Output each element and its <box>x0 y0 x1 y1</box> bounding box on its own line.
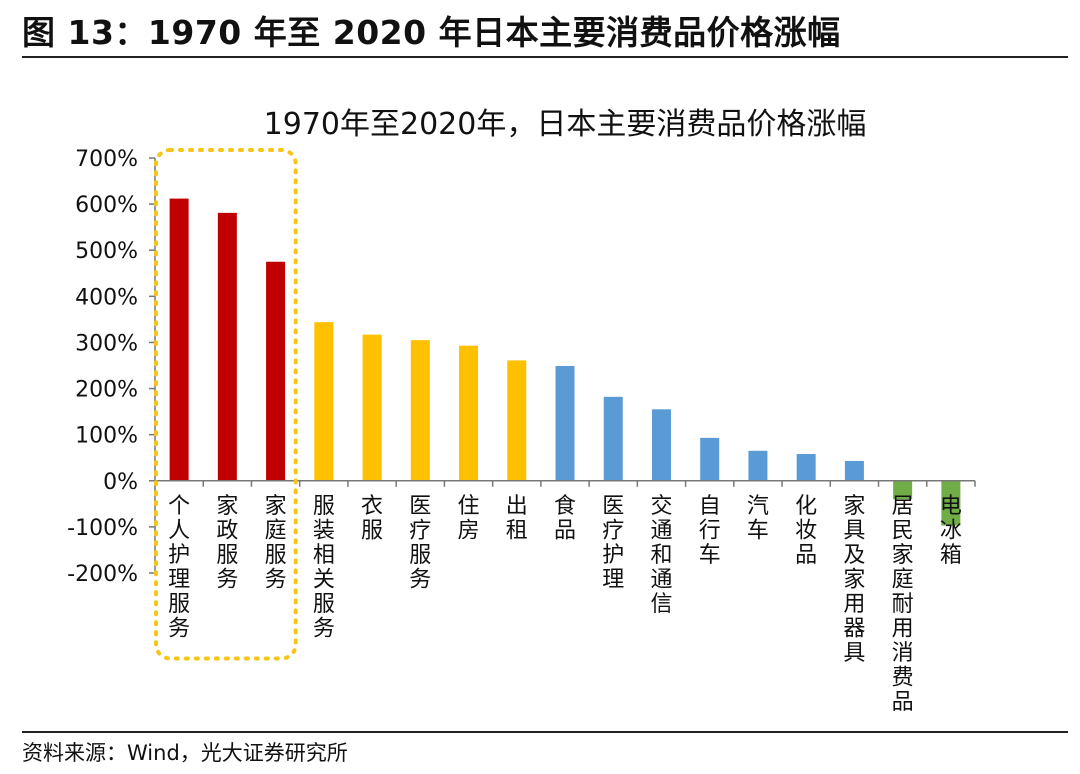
title-divider <box>22 56 1068 58</box>
category-label: 服装相关服务 <box>313 494 335 642</box>
y-tick-label: 0% <box>103 470 138 495</box>
category-label: 汽车 <box>747 494 769 544</box>
category-label: 衣服 <box>361 494 383 544</box>
source-divider <box>22 731 1068 733</box>
bar <box>555 365 575 481</box>
bar <box>844 460 864 481</box>
bar <box>314 322 334 481</box>
bar <box>651 409 671 481</box>
y-tick-label: 400% <box>75 285 138 310</box>
y-tick-label: 200% <box>75 378 138 403</box>
highlight-box <box>154 148 298 661</box>
y-tick-label: 300% <box>75 331 138 356</box>
y-tick-label: 100% <box>75 424 138 449</box>
bar <box>748 450 768 481</box>
figure-title: 图 13：1970 年至 2020 年日本主要消费品价格涨幅 <box>22 13 841 52</box>
y-tick-label: -100% <box>67 516 138 541</box>
category-label: 家庭服务 <box>265 494 287 593</box>
bars <box>169 198 961 526</box>
bar <box>603 396 623 481</box>
category-label: 食品 <box>554 494 576 544</box>
bar <box>410 340 430 481</box>
y-tick-label: 600% <box>75 193 138 218</box>
category-label: 家政服务 <box>216 494 238 593</box>
category-label: 医疗护理 <box>602 494 624 593</box>
bar <box>507 360 527 481</box>
bar <box>893 480 913 500</box>
bar <box>796 454 816 481</box>
bar <box>459 345 479 481</box>
bar <box>941 480 961 526</box>
category-label: 住房 <box>458 494 480 544</box>
y-tick-label: 700% <box>75 147 138 172</box>
bar <box>266 261 286 481</box>
bar <box>217 212 237 481</box>
category-label: 电冰箱 <box>940 494 962 568</box>
y-axis: 700% 600% 500% 400% 300% 200% 100% 0% -100% -200% <box>67 147 156 587</box>
category-label: 家具及家用器具 <box>843 494 865 666</box>
category-label: 出租 <box>506 494 528 544</box>
category-label: 自行车 <box>699 494 721 568</box>
y-tick-label: 500% <box>75 239 138 264</box>
category-label: 居民家庭耐用消费品 <box>892 494 914 715</box>
source-note: 资料来源：Wind，光大证券研究所 <box>22 741 348 765</box>
category-label: 个人护理服务 <box>168 494 190 642</box>
category-label: 交通和通信 <box>650 494 672 617</box>
bar <box>700 437 720 481</box>
bar <box>169 198 189 481</box>
category-label: 化妆品 <box>795 494 817 568</box>
y-tick-label: -200% <box>67 562 138 587</box>
chart-title: 1970年至2020年，日本主要消费品价格涨幅 <box>264 107 867 142</box>
x-axis <box>154 480 976 487</box>
bar <box>362 334 382 481</box>
category-label: 医疗服务 <box>409 494 431 593</box>
